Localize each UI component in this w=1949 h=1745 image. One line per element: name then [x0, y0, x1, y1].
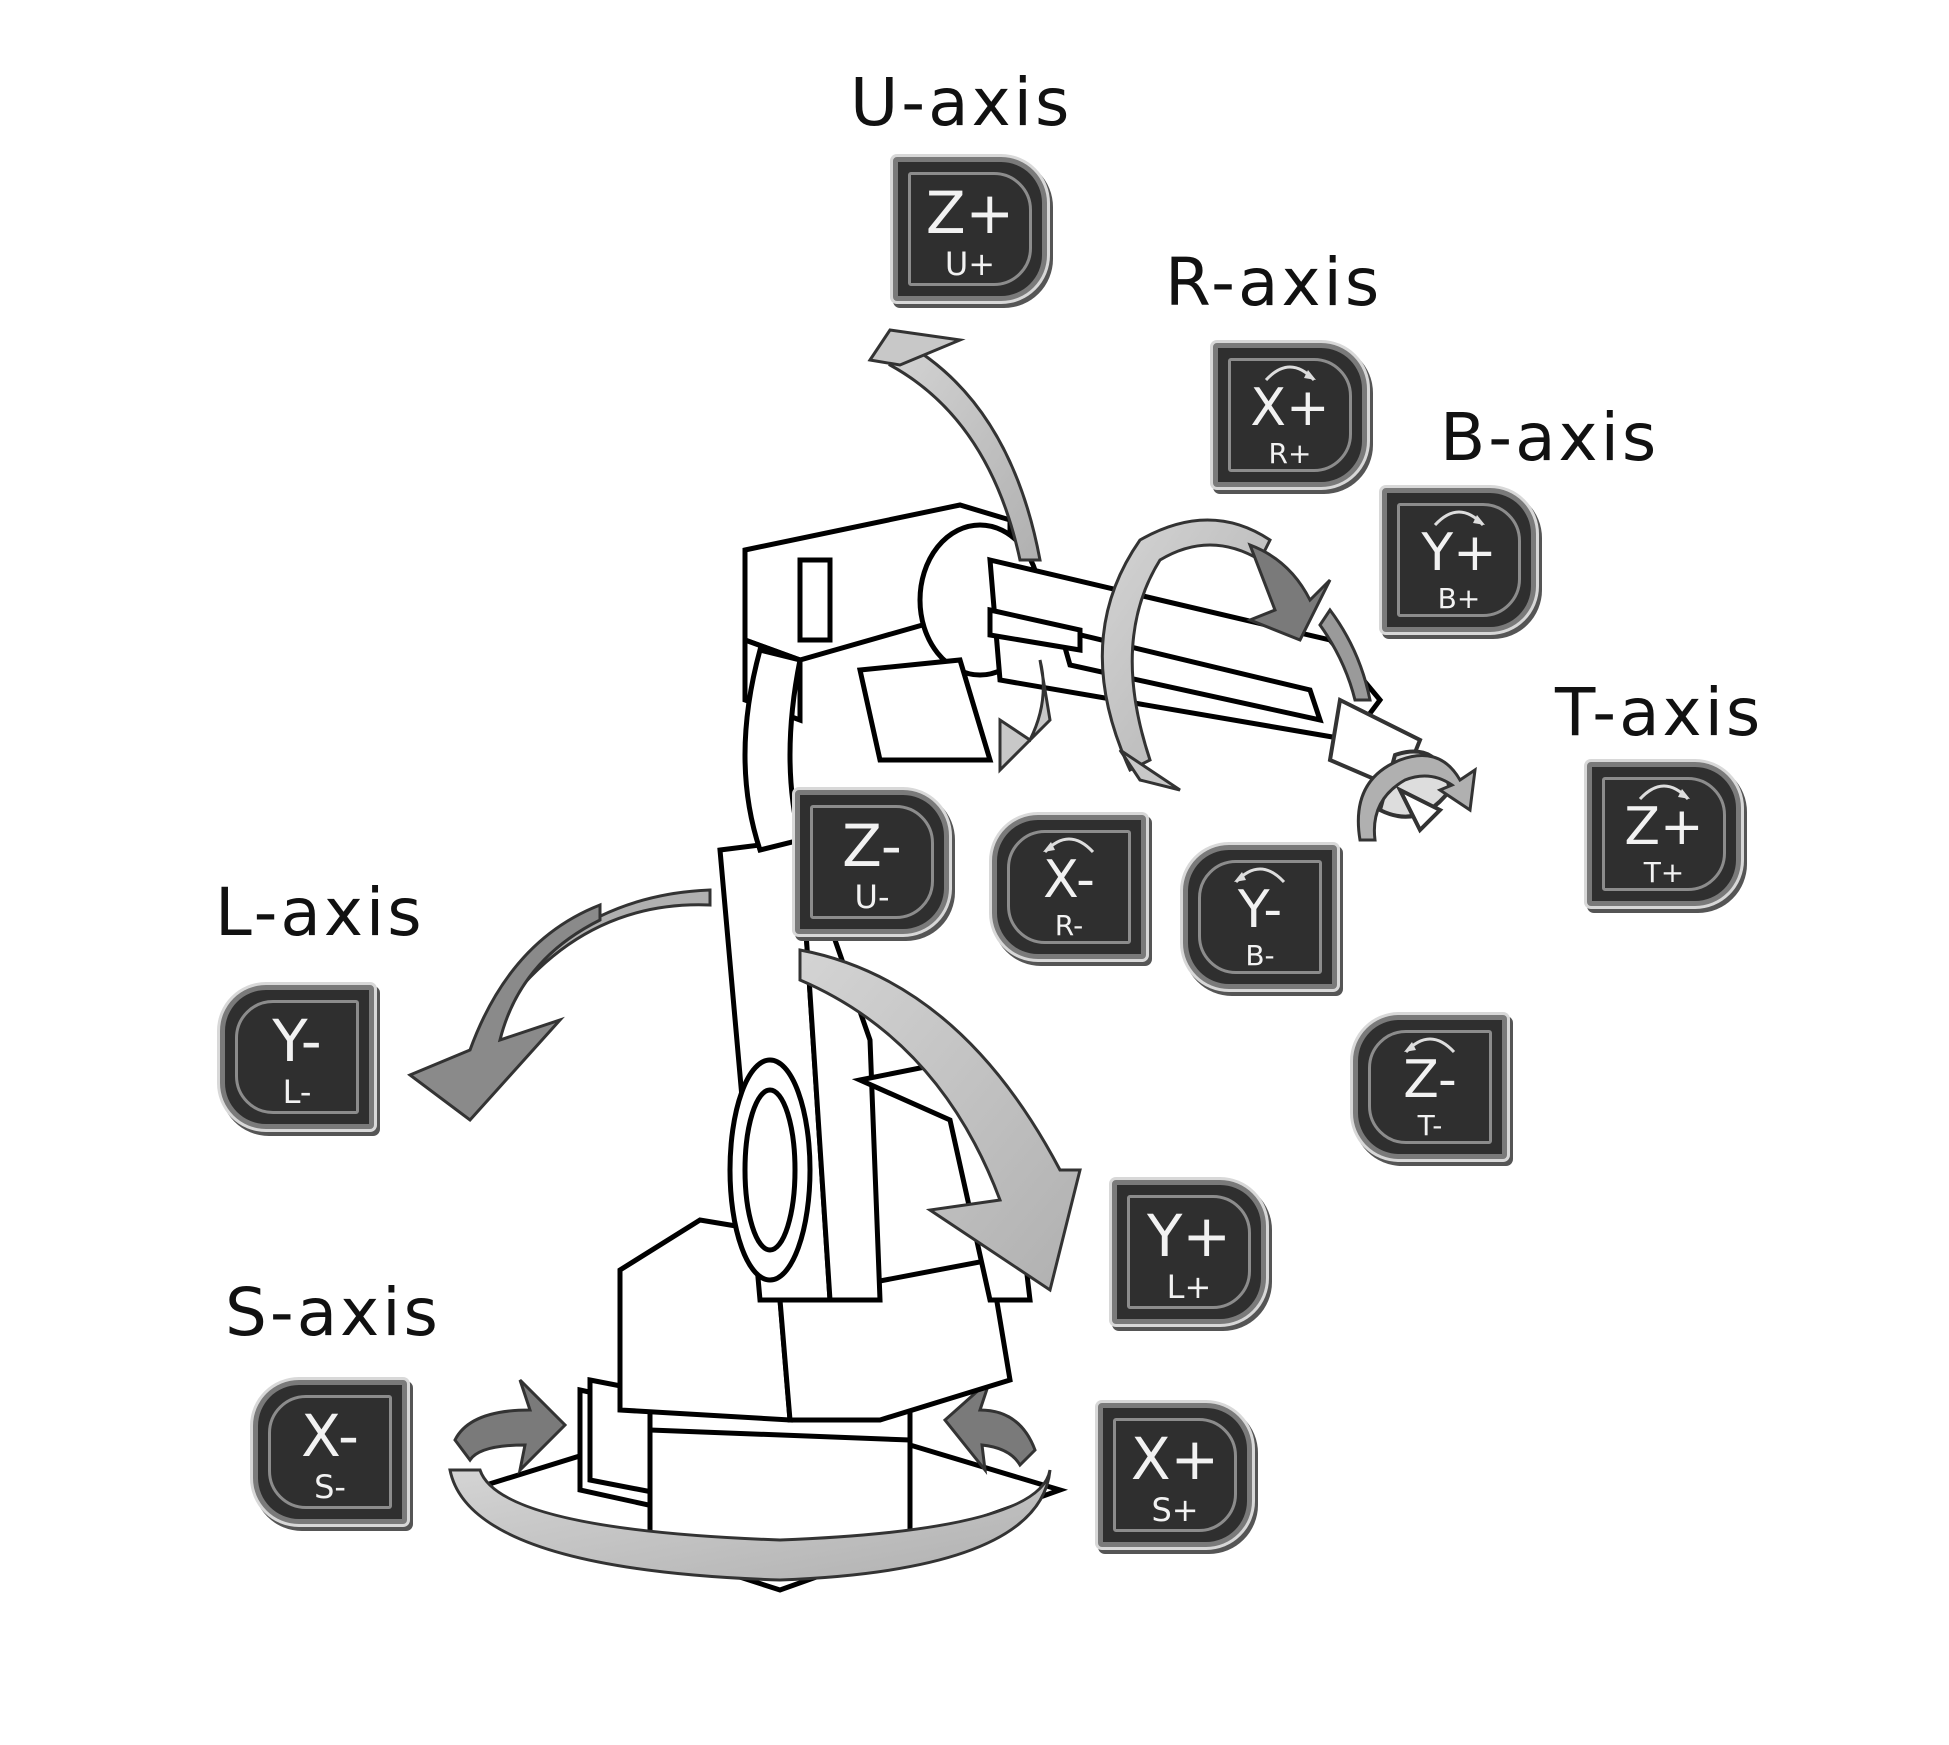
key-main-label: Y-	[1237, 880, 1283, 940]
l-plus-key[interactable]: Y+ L+	[1112, 1180, 1266, 1324]
key-sub-label: S-	[314, 1468, 346, 1506]
key-main-label: X+	[1250, 378, 1330, 438]
b-plus-key[interactable]: Y+ B+	[1382, 488, 1536, 632]
key-main-label: Y+	[1146, 1202, 1232, 1270]
key-frame	[1602, 777, 1726, 891]
key-frame	[908, 172, 1032, 286]
rotation-icon	[1433, 510, 1485, 527]
key-frame	[1127, 1195, 1251, 1309]
key-sub-label: T+	[1643, 856, 1685, 889]
key-main-label: X-	[1043, 850, 1095, 910]
s-minus-key[interactable]: X- S-	[253, 1380, 407, 1524]
key-sub-label: B-	[1245, 939, 1275, 972]
rotation-icon	[1264, 365, 1316, 382]
r-axis-label: R-axis	[1165, 244, 1383, 321]
t-minus-key[interactable]: Z- T-	[1353, 1015, 1507, 1159]
key-main-label: Z-	[1403, 1050, 1457, 1110]
key-frame	[1113, 1418, 1237, 1532]
b-axis-rotation-arrow	[1318, 607, 1372, 702]
key-sub-label: B+	[1437, 582, 1481, 615]
key-frame	[810, 805, 934, 919]
key-main-label: Y+	[1421, 523, 1497, 583]
key-frame	[268, 1395, 392, 1509]
b-minus-key[interactable]: Y- B-	[1183, 845, 1337, 989]
rotation-icon	[1043, 837, 1095, 854]
key-frame	[1007, 830, 1131, 944]
u-plus-key[interactable]: Z+ U+	[893, 157, 1047, 301]
u-minus-key[interactable]: Z- U-	[795, 790, 949, 934]
key-frame	[1397, 503, 1521, 617]
key-main-label: Z+	[1624, 797, 1704, 857]
l-axis-rotation-arrows	[407, 888, 1082, 1293]
l-axis-label: L-axis	[215, 874, 425, 951]
key-sub-label: L-	[282, 1073, 312, 1111]
r-minus-key[interactable]: X- R-	[992, 815, 1146, 959]
key-main-label: X-	[301, 1402, 359, 1470]
r-axis-rotation-arrow	[1100, 518, 1332, 792]
key-frame	[1368, 1030, 1492, 1144]
u-axis-label: U-axis	[850, 64, 1073, 141]
l-minus-key[interactable]: Y- L-	[220, 985, 374, 1129]
key-frame	[1198, 860, 1322, 974]
t-axis-rotation-arrow	[1356, 754, 1477, 842]
key-sub-label: U-	[854, 878, 890, 916]
key-sub-label: L+	[1166, 1268, 1212, 1306]
rotation-icon	[1234, 867, 1286, 884]
key-main-label: Y-	[272, 1007, 322, 1075]
key-frame	[235, 1000, 359, 1114]
s-axis-label: S-axis	[225, 1274, 441, 1351]
rotation-icon	[1638, 784, 1690, 801]
rotation-icon	[1404, 1037, 1456, 1054]
key-sub-label: R+	[1268, 437, 1312, 470]
key-main-label: X+	[1130, 1425, 1220, 1493]
key-sub-label: T-	[1417, 1109, 1443, 1142]
t-axis-label: T-axis	[1555, 674, 1764, 751]
r-plus-key[interactable]: X+ R+	[1213, 343, 1367, 487]
key-sub-label: U+	[944, 245, 996, 283]
s-axis-rotation-arrow	[448, 1375, 1052, 1582]
key-main-label: Z-	[842, 812, 902, 880]
key-frame	[1228, 358, 1352, 472]
u-axis-rotation-arrow	[867, 328, 1052, 774]
key-sub-label: S+	[1151, 1491, 1199, 1529]
s-plus-key[interactable]: X+ S+	[1098, 1403, 1252, 1547]
key-sub-label: R-	[1054, 909, 1084, 942]
b-axis-label: B-axis	[1440, 399, 1660, 476]
key-main-label: Z+	[925, 179, 1015, 247]
t-plus-key[interactable]: Z+ T+	[1587, 762, 1741, 906]
